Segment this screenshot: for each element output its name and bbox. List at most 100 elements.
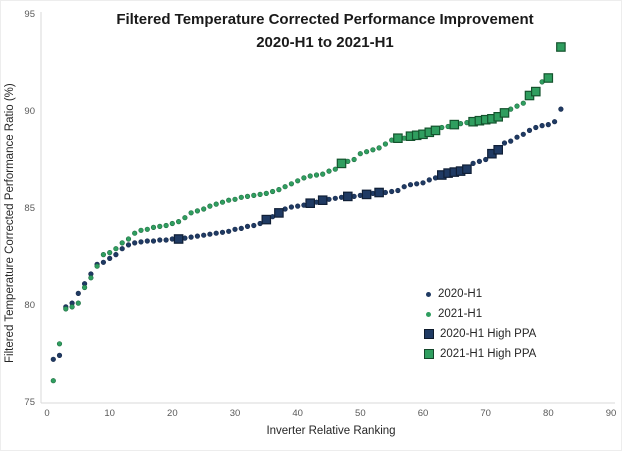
y-tick-label: 80	[24, 300, 35, 311]
data-point-2020-h1	[163, 237, 169, 243]
legend-item-2020-h1: 2020-H1	[424, 284, 536, 304]
x-tick-label: 0	[44, 408, 49, 419]
data-point-2020-h1-high-ppa	[374, 187, 384, 198]
chart-title-line2: 2020-H1 to 2021-H1	[256, 34, 394, 51]
legend-label: 2021-H1 High PPA	[440, 348, 537, 360]
data-point-2020-h1	[332, 195, 338, 201]
data-point-2021-h1	[376, 145, 382, 151]
data-point-2020-h1	[138, 239, 144, 245]
x-tick-label: 60	[418, 408, 429, 419]
data-point-2020-h1	[201, 232, 207, 238]
x-tick-label: 40	[292, 408, 303, 419]
data-point-2020-h1	[295, 203, 301, 209]
data-point-2021-h1	[320, 171, 326, 177]
data-point-2021-h1	[238, 194, 244, 200]
data-point-2021-h1	[288, 181, 295, 187]
data-point-2020-h1	[539, 122, 545, 129]
legend-square-icon	[424, 349, 434, 359]
data-point-2020-h1	[501, 140, 508, 146]
data-point-2021-h1	[113, 246, 119, 252]
data-point-2020-h1	[113, 252, 119, 258]
data-point-2021-h1	[301, 175, 307, 181]
data-point-2021-h1	[125, 236, 132, 242]
data-point-2021-h1	[514, 103, 520, 109]
data-point-2021-h1	[295, 178, 301, 184]
data-point-2021-h1	[201, 206, 207, 212]
data-point-2020-h1	[188, 234, 194, 240]
data-point-2020-h1-high-ppa	[173, 234, 184, 244]
data-point-2020-h1	[251, 222, 257, 229]
data-point-2021-h1	[232, 196, 238, 202]
data-point-2020-h1-high-ppa	[462, 164, 472, 174]
data-point-2021-h1	[176, 219, 182, 225]
data-point-2020-h1	[132, 240, 138, 246]
y-tick-label: 90	[24, 106, 35, 117]
x-tick-label: 20	[167, 408, 178, 419]
data-point-2020-h1	[50, 356, 56, 362]
legend-square-icon	[424, 329, 434, 339]
data-point-2021-h1	[326, 168, 332, 174]
data-point-2021-h1-high-ppa	[530, 86, 541, 97]
data-point-2020-h1	[526, 127, 533, 133]
y-tick-label: 85	[24, 203, 35, 214]
data-point-2020-h1	[476, 158, 483, 164]
data-point-2020-h1	[207, 231, 213, 237]
data-point-2020-h1	[213, 230, 219, 236]
legend: 2020-H1 2021-H1 2020-H1 High PPA 2021-H1 Hi…	[424, 284, 536, 364]
data-point-2020-h1	[244, 223, 251, 229]
data-point-2020-h1	[407, 182, 414, 188]
data-point-2021-h1	[138, 227, 144, 233]
data-point-2021-h1	[370, 147, 376, 153]
data-point-2021-h1	[520, 100, 526, 106]
legend-item-2021-h1-high-ppa: 2021-H1 High PPA	[424, 344, 536, 364]
x-tick-label: 70	[480, 408, 491, 419]
data-point-2021-h1-high-ppa	[543, 73, 554, 83]
data-point-2020-h1	[100, 259, 106, 265]
legend-label: 2020-H1	[438, 288, 483, 300]
data-point-2020-h1-high-ppa	[274, 208, 284, 218]
data-point-2020-h1	[75, 290, 81, 297]
data-point-2020-h1	[520, 131, 526, 137]
data-point-2021-h1	[50, 378, 56, 384]
data-point-2021-h1	[244, 193, 251, 199]
x-tick-label: 50	[355, 408, 366, 419]
data-point-2021-h1-high-ppa	[430, 125, 441, 136]
data-point-2021-h1	[81, 284, 88, 291]
data-point-2021-h1	[332, 166, 338, 172]
data-point-2020-h1	[232, 226, 238, 232]
data-point-2021-h1	[100, 252, 106, 258]
data-point-2020-h1	[395, 187, 401, 194]
data-point-2021-h1	[313, 172, 320, 178]
data-point-2020-h1	[288, 204, 295, 210]
data-point-2021-h1	[150, 224, 157, 230]
data-point-2020-h1	[150, 238, 157, 244]
data-point-2021-h1	[213, 201, 219, 207]
data-point-2020-h1	[414, 181, 420, 187]
legend-label: 2020-H1 High PPA	[440, 328, 537, 340]
x-tick-label: 30	[230, 408, 241, 419]
data-point-2021-h1	[251, 192, 257, 198]
x-tick-label: 80	[543, 408, 554, 419]
data-point-2021-h1	[307, 173, 313, 179]
data-point-2021-h1	[157, 223, 163, 229]
data-point-2020-h1	[56, 352, 63, 359]
data-point-2021-h1	[119, 240, 125, 246]
legend-item-2021-h1: 2021-H1	[424, 304, 536, 324]
data-point-2020-h1	[238, 225, 244, 231]
data-point-2021-h1-high-ppa	[499, 108, 510, 118]
data-point-2021-h1	[282, 184, 288, 190]
data-point-2021-h1	[194, 208, 200, 214]
data-point-2021-h1-high-ppa	[556, 42, 566, 52]
data-point-2020-h1-high-ppa	[305, 198, 315, 208]
data-point-2020-h1-high-ppa	[493, 145, 503, 155]
data-point-2021-h1	[263, 190, 269, 196]
data-point-2020-h1	[514, 134, 520, 140]
data-point-2021-h1	[351, 156, 357, 163]
data-point-2020-h1	[194, 233, 200, 239]
data-point-2021-h1	[364, 149, 370, 155]
data-point-2021-h1	[270, 188, 276, 195]
legend-label: 2021-H1	[438, 308, 483, 320]
data-point-2020-h1	[533, 124, 539, 131]
data-point-2021-h1	[56, 341, 63, 347]
